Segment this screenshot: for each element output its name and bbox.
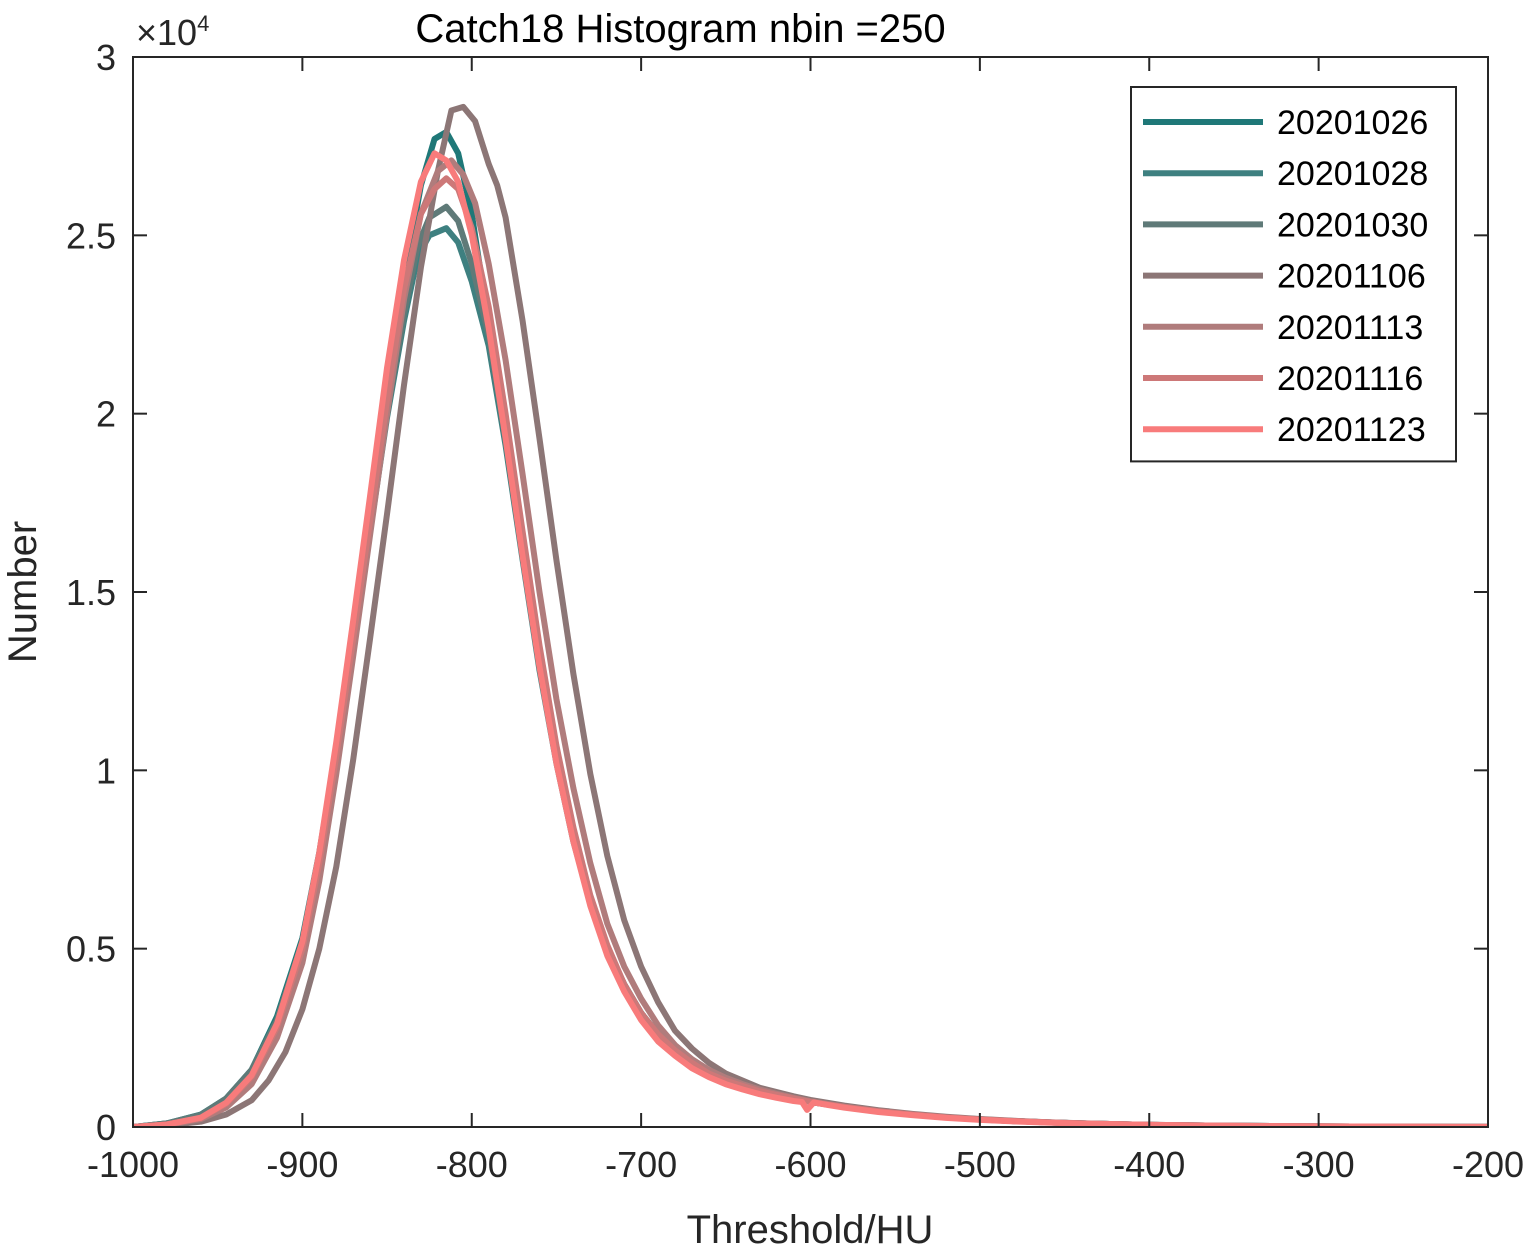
- legend-item-20201123[interactable]: 20201123: [1143, 411, 1426, 449]
- legend-item-20201113[interactable]: 20201113: [1143, 309, 1423, 347]
- y-tick-label: 0: [96, 1107, 116, 1148]
- y-tick-label: 1.5: [66, 572, 116, 613]
- chart-title: Catch18 Histogram nbin =250: [415, 7, 945, 51]
- x-tick-label: -800: [436, 1144, 508, 1185]
- legend-label: 20201106: [1277, 258, 1426, 296]
- legend-label: 20201030: [1277, 206, 1428, 244]
- y-tick-label: 1: [96, 750, 116, 791]
- x-tick-label: -1000: [87, 1144, 179, 1185]
- legend-label: 20201113: [1277, 309, 1423, 347]
- y-tick-label: 2.5: [66, 215, 116, 256]
- legend-item-20201028[interactable]: 20201028: [1143, 155, 1428, 193]
- legend[interactable]: 20201026 20201028 20201030 20201106 20201113…: [1130, 86, 1457, 463]
- x-tick-label: -900: [266, 1144, 338, 1185]
- y-exponent-base: ×10: [136, 12, 197, 53]
- y-tick-label: 0.5: [66, 929, 116, 970]
- y-axis: 0 0.5 1 1.5 2 2.5 3: [66, 37, 1488, 1148]
- x-axis: -1000 -900 -800 -700 -600 -500 -400 -300 -200: [87, 57, 1524, 1185]
- x-tick-label: -400: [1113, 1144, 1185, 1185]
- x-tick-label: -600: [774, 1144, 846, 1185]
- y-exponent-power: 4: [197, 11, 209, 36]
- legend-label: 20201116: [1277, 360, 1423, 398]
- legend-label: 20201123: [1277, 411, 1426, 449]
- legend-items: 20201026 20201028 20201030 20201106 20201113…: [1143, 104, 1428, 449]
- legend-item-20201106[interactable]: 20201106: [1143, 258, 1426, 296]
- x-axis-title: Threshold/HU: [687, 1208, 934, 1250]
- legend-label: 20201028: [1277, 155, 1428, 193]
- y-tick-label: 2: [96, 394, 116, 435]
- x-tick-label: -700: [605, 1144, 677, 1185]
- legend-item-20201026[interactable]: 20201026: [1143, 104, 1428, 142]
- legend-item-20201030[interactable]: 20201030: [1143, 206, 1428, 244]
- y-tick-label: 3: [96, 37, 116, 78]
- x-tick-label: -200: [1452, 1144, 1524, 1185]
- series-lines: [133, 103, 1488, 1127]
- legend-label: 20201026: [1277, 104, 1428, 142]
- y-axis-exponent: ×104: [136, 11, 209, 53]
- x-tick-label: -500: [944, 1144, 1016, 1185]
- x-tick-label: -300: [1283, 1144, 1355, 1185]
- y-axis-title: Number: [1, 521, 45, 663]
- legend-item-20201116[interactable]: 20201116: [1143, 360, 1423, 398]
